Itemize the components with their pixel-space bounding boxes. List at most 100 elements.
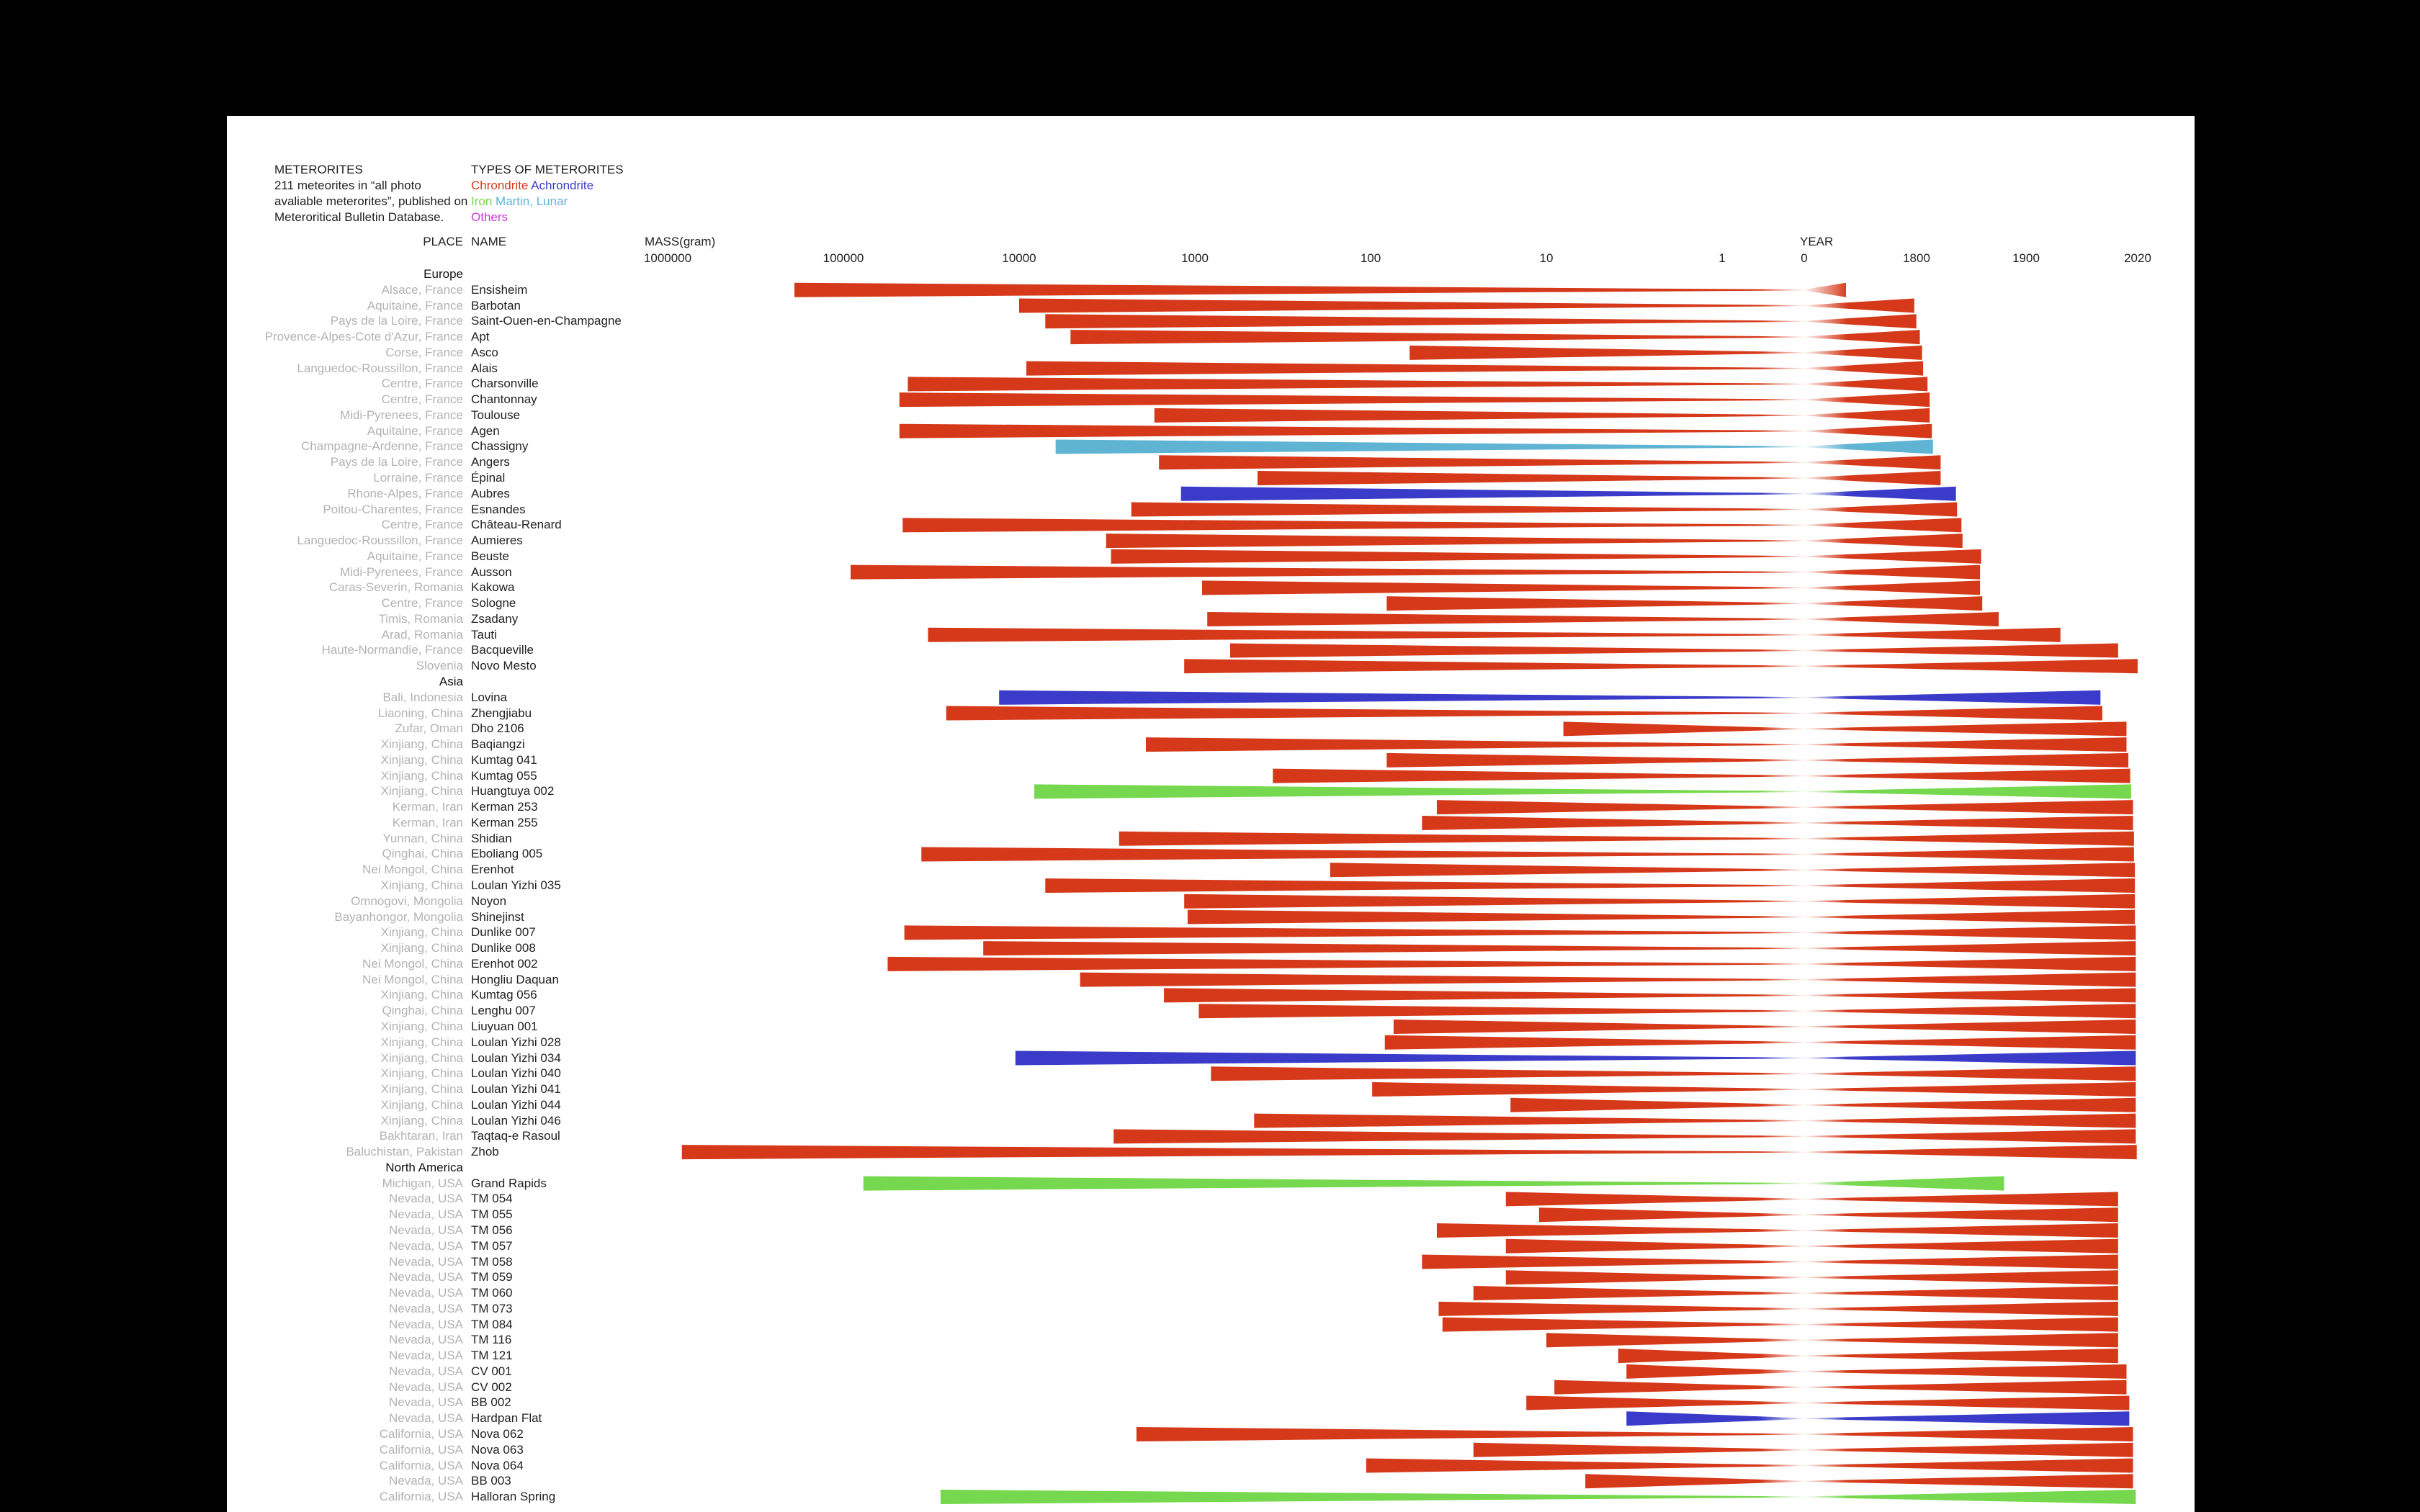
mass-wedge	[1473, 1286, 1804, 1301]
meteorite-place: Nevada, USA	[389, 1286, 463, 1300]
year-wedge	[1804, 1286, 2118, 1301]
year-wedge	[1804, 1270, 2118, 1285]
region-header: North America	[385, 1160, 463, 1174]
place-header: PLACE	[423, 235, 463, 248]
chart-panel	[227, 116, 2195, 1512]
meteorite-place: Nevada, USA	[389, 1238, 463, 1253]
meteorite-place: Baluchistan, Pakistan	[346, 1145, 463, 1159]
meteorite-place: Aquitaine, France	[367, 549, 463, 563]
meteorite-name: Noyon	[471, 894, 507, 908]
year-wedge	[1804, 1474, 2133, 1489]
mass-wedge	[1111, 549, 1804, 564]
meteorite-place: Nevada, USA	[389, 1317, 463, 1331]
meteorite-place: Xinjiang, China	[380, 1097, 463, 1112]
mass-wedge	[1034, 784, 1804, 799]
mass-wedge	[1207, 611, 1804, 626]
meteorite-name: Loulan Yizhi 028	[471, 1035, 561, 1049]
mass-wedge	[928, 627, 1804, 642]
mass-wedge	[1113, 1129, 1804, 1144]
mass-wedge	[921, 847, 1804, 862]
year-wedge	[1804, 580, 1981, 595]
year-wedge	[1804, 706, 2102, 721]
legend-chondrite: Chrondrite	[471, 179, 529, 192]
meteorite-name: Shidian	[471, 831, 512, 845]
year-wedge	[1804, 423, 1932, 438]
year-wedge	[1804, 627, 2061, 642]
meteorite-place: Arad, Romania	[381, 627, 463, 642]
year-tick-label: 1900	[2012, 251, 2040, 265]
mass-wedge	[1164, 988, 1804, 1003]
legend-martian-lunar: Martin, Lunar	[496, 194, 568, 208]
mass-wedge	[887, 956, 1804, 971]
intro-line: Meteroritical Bulletin Database.	[274, 210, 444, 224]
mass-wedge	[1254, 1113, 1804, 1128]
meteorite-place: Slovenia	[416, 659, 463, 673]
meteorite-name: TM 059	[471, 1270, 513, 1284]
meteorite-name: Nova 062	[471, 1426, 524, 1441]
year-wedge	[1804, 1364, 2127, 1379]
year-tick-label: 2020	[2124, 251, 2151, 265]
mass-wedge	[1080, 972, 1804, 987]
meteorite-place: Corse, France	[385, 345, 463, 359]
year-wedge	[1804, 1426, 2133, 1441]
mass-wedge	[863, 1176, 1804, 1191]
meteorite-name: Huangtuya 002	[471, 784, 555, 798]
meteorite-name: TM 073	[471, 1301, 513, 1315]
mass-wedge	[1618, 1349, 1804, 1364]
year-wedge	[1804, 1490, 2136, 1505]
year-wedge	[1804, 1207, 2118, 1223]
meteorite-place: Timis, Romania	[378, 611, 463, 626]
year-wedge	[1804, 815, 2133, 830]
year-axis-title: YEAR	[1800, 235, 1834, 248]
year-wedge	[1804, 392, 1930, 408]
meteorite-place: Pays de la Loire, France	[330, 314, 463, 328]
meteorite-name: TM 055	[471, 1207, 513, 1222]
mass-tick-label: 100	[1361, 251, 1381, 265]
mass-wedge	[1154, 408, 1804, 423]
legend-row: Others	[471, 210, 508, 225]
meteorite-name: Taqtaq-e Rasoul	[471, 1129, 560, 1143]
mass-wedge	[1211, 1066, 1804, 1081]
year-wedge	[1804, 1333, 2118, 1348]
year-wedge	[1804, 800, 2133, 815]
meteorite-name: Dunlike 007	[471, 925, 536, 940]
year-wedge	[1804, 611, 1999, 626]
year-wedge	[1804, 1004, 2136, 1019]
year-wedge	[1804, 831, 2134, 846]
year-wedge	[1804, 925, 2136, 940]
year-wedge	[1804, 361, 1924, 376]
mass-wedge	[1198, 1004, 1804, 1019]
meteorite-name: Baqiangzi	[471, 737, 525, 752]
mass-wedge	[681, 1145, 1805, 1160]
year-wedge	[1804, 1129, 2136, 1144]
meteorite-name: Zhob	[471, 1145, 499, 1159]
mass-wedge	[794, 282, 1804, 297]
year-wedge	[1804, 439, 1933, 454]
meteorite-name: Kumtag 041	[471, 752, 537, 767]
meteorite-place: Liaoning, China	[377, 706, 463, 720]
meteorite-place: Nevada, USA	[389, 1207, 463, 1222]
meteorite-place: Kerman, Iran	[392, 815, 463, 829]
meteorite-name: TM 084	[471, 1317, 513, 1331]
legend-others: Others	[471, 210, 508, 224]
meteorite-place: Champagne-Ardenne, France	[301, 439, 463, 454]
mass-wedge	[850, 564, 1804, 580]
meteorite-name: Kumtag 056	[471, 988, 537, 1002]
meteorite-name: Bacqueville	[471, 643, 534, 657]
mass-tick-label: 100000	[823, 251, 864, 265]
year-wedge	[1804, 659, 2138, 674]
mass-tick-label: 10	[1540, 251, 1554, 265]
mass-wedge	[1546, 1333, 1804, 1348]
meteorite-name: Loulan Yizhi 034	[471, 1050, 561, 1065]
mass-wedge	[1019, 298, 1804, 313]
legend-title: TYPES OF METERORITES	[471, 163, 624, 176]
meteorite-place: Nei Mongol, China	[362, 972, 463, 986]
meteorite-place: Xinjiang, China	[380, 1113, 463, 1128]
meteorite-place: Bakhtaran, Iran	[379, 1129, 463, 1143]
mass-axis-title: MASS(gram)	[645, 235, 716, 248]
meteorite-name: Château-Renard	[471, 518, 562, 532]
meteorite-place: Xinjiang, China	[380, 925, 463, 940]
meteorite-name: Loulan Yizhi 046	[471, 1113, 561, 1128]
year-wedge	[1804, 1395, 2130, 1410]
mass-wedge	[902, 518, 1804, 533]
